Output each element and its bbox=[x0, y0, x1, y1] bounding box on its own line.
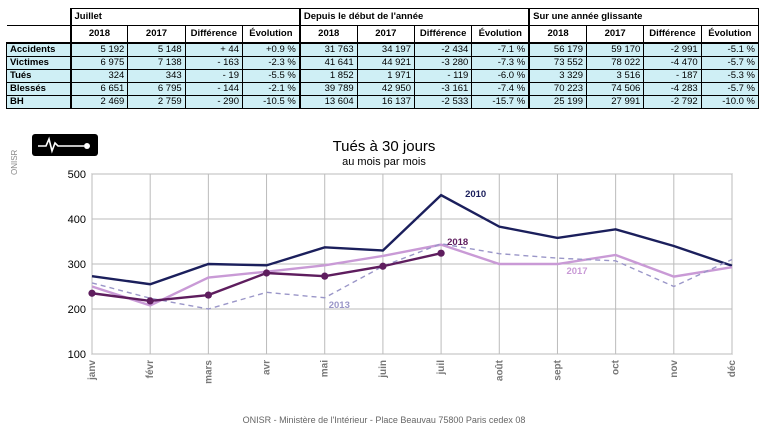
x-tick-label: janv bbox=[87, 360, 98, 381]
series-line-2010 bbox=[91, 193, 733, 286]
chart-title: Tués à 30 jours bbox=[332, 138, 436, 155]
series-line-2013 bbox=[91, 243, 733, 310]
row-label: Accidents bbox=[6, 42, 71, 57]
chart-subtitle: au mois par mois bbox=[342, 156, 426, 168]
table-cell: 31 763 bbox=[298, 42, 358, 57]
x-tick-label: sept bbox=[552, 359, 563, 380]
table-cell: -2 792 bbox=[643, 95, 702, 109]
table-cell: -7.4 % bbox=[471, 82, 530, 96]
x-tick-label: févr bbox=[145, 360, 156, 378]
group-header: Sur une année glissante bbox=[528, 8, 760, 26]
table-cell: 56 179 bbox=[528, 42, 587, 57]
data-point bbox=[379, 262, 387, 270]
data-point bbox=[146, 297, 154, 305]
table-cell: -5.5 % bbox=[241, 69, 301, 83]
table-cell: -5.3 % bbox=[700, 69, 760, 83]
table-cell: -15.7 % bbox=[471, 95, 530, 109]
table-cell: 6 975 bbox=[69, 56, 129, 70]
table-cell: -2 533 bbox=[413, 95, 473, 109]
table-cell: -4 470 bbox=[643, 56, 702, 70]
table-cell: 25 199 bbox=[528, 95, 587, 109]
row-label: Blessés bbox=[6, 82, 71, 96]
group-header: Juillet bbox=[69, 8, 301, 26]
table-cell: 73 552 bbox=[528, 56, 587, 70]
onisr-logo bbox=[32, 134, 98, 156]
table-cell: 16 137 bbox=[356, 95, 415, 109]
summary-table: Juillet Depuis le début de l'année Sur une… bbox=[6, 8, 760, 109]
table-cell: 13 604 bbox=[298, 95, 358, 109]
x-tick-label: nov bbox=[669, 360, 680, 378]
series-label-2013: 2013 bbox=[329, 300, 350, 311]
table-cell: 5 148 bbox=[127, 42, 186, 57]
table-row: BH 2 469 2 759- 290 -10.5 % 13 604 16 137 -2 5… bbox=[6, 95, 760, 109]
y-tick-label: 100 bbox=[68, 349, 86, 361]
table-cell: 42 950 bbox=[356, 82, 415, 96]
y-tick-label: 300 bbox=[68, 259, 86, 271]
table-cell: 2 469 bbox=[69, 95, 129, 109]
footer-text: ONISR - Ministère de l'Intérieur - Place… bbox=[242, 415, 526, 425]
table-cell: -7.3 % bbox=[471, 56, 530, 70]
table-cell: - 290 bbox=[184, 95, 243, 109]
table-cell: 3 329 bbox=[528, 69, 587, 83]
x-tick-label: juil bbox=[436, 360, 447, 376]
data-point bbox=[262, 269, 271, 277]
x-tick-label: déc bbox=[727, 360, 738, 378]
table-cell: -7.1 % bbox=[471, 42, 530, 57]
data-point bbox=[88, 289, 96, 297]
table-cell: -3 161 bbox=[413, 82, 473, 96]
y-tick-label: 500 bbox=[68, 169, 86, 181]
table-row: Victimes 6 975 7 138- 163 -2.3 % 41 641 44 92… bbox=[6, 56, 760, 70]
table-cell: 70 223 bbox=[528, 82, 587, 96]
table-cell: -10.0 % bbox=[700, 95, 760, 109]
table-cell: 343 bbox=[127, 69, 186, 83]
table-cell: 7 138 bbox=[127, 56, 186, 70]
pulse-icon bbox=[38, 136, 90, 154]
series-label-2010: 2010 bbox=[465, 189, 486, 200]
table-cell: 5 192 bbox=[69, 42, 129, 57]
table-row: Blessés 6 651 6 795- 144 -2.1 % 39 789 42 950… bbox=[6, 82, 760, 96]
y-tick-label: 400 bbox=[68, 214, 86, 226]
table-cell: 74 506 bbox=[585, 82, 645, 96]
table-cell: 34 197 bbox=[356, 42, 415, 57]
x-tick-label: mai bbox=[320, 360, 331, 377]
table-cell: 27 991 bbox=[585, 95, 645, 109]
table-row: Accidents 5 192 5 148 + 44 +0.9 % 31 763 34 19… bbox=[6, 42, 760, 57]
table-cell: -10.5 % bbox=[241, 95, 301, 109]
table-row: Tués 324 343- 19 -5.5 % 1 852 1 971- 119 -6.0 … bbox=[6, 69, 760, 83]
x-tick-label: juin bbox=[378, 360, 389, 379]
series-line-2017 bbox=[91, 243, 733, 307]
data-point bbox=[437, 249, 445, 257]
x-tick-label: mars bbox=[203, 360, 214, 384]
table-cell: 3 516 bbox=[585, 69, 645, 83]
table-cell: 78 022 bbox=[585, 56, 645, 70]
table-cell: 59 170 bbox=[585, 42, 645, 57]
data-point bbox=[321, 272, 329, 280]
table-cell: -3 280 bbox=[413, 56, 473, 70]
y-tick-label: 200 bbox=[68, 304, 86, 316]
series-label-2018: 2018 bbox=[447, 237, 468, 248]
row-label: Victimes bbox=[6, 56, 71, 70]
table-cell: 39 789 bbox=[298, 82, 358, 96]
data-point bbox=[204, 291, 212, 299]
series-label-2017: 2017 bbox=[566, 266, 587, 277]
x-tick-label: août bbox=[494, 359, 505, 381]
row-label: Tués bbox=[6, 69, 71, 83]
x-tick-label: avr bbox=[262, 360, 273, 375]
table-cell: 44 921 bbox=[356, 56, 415, 70]
x-tick-label: oct bbox=[611, 359, 622, 375]
table-cell: 2 759 bbox=[127, 95, 186, 109]
row-label: BH bbox=[6, 95, 71, 109]
